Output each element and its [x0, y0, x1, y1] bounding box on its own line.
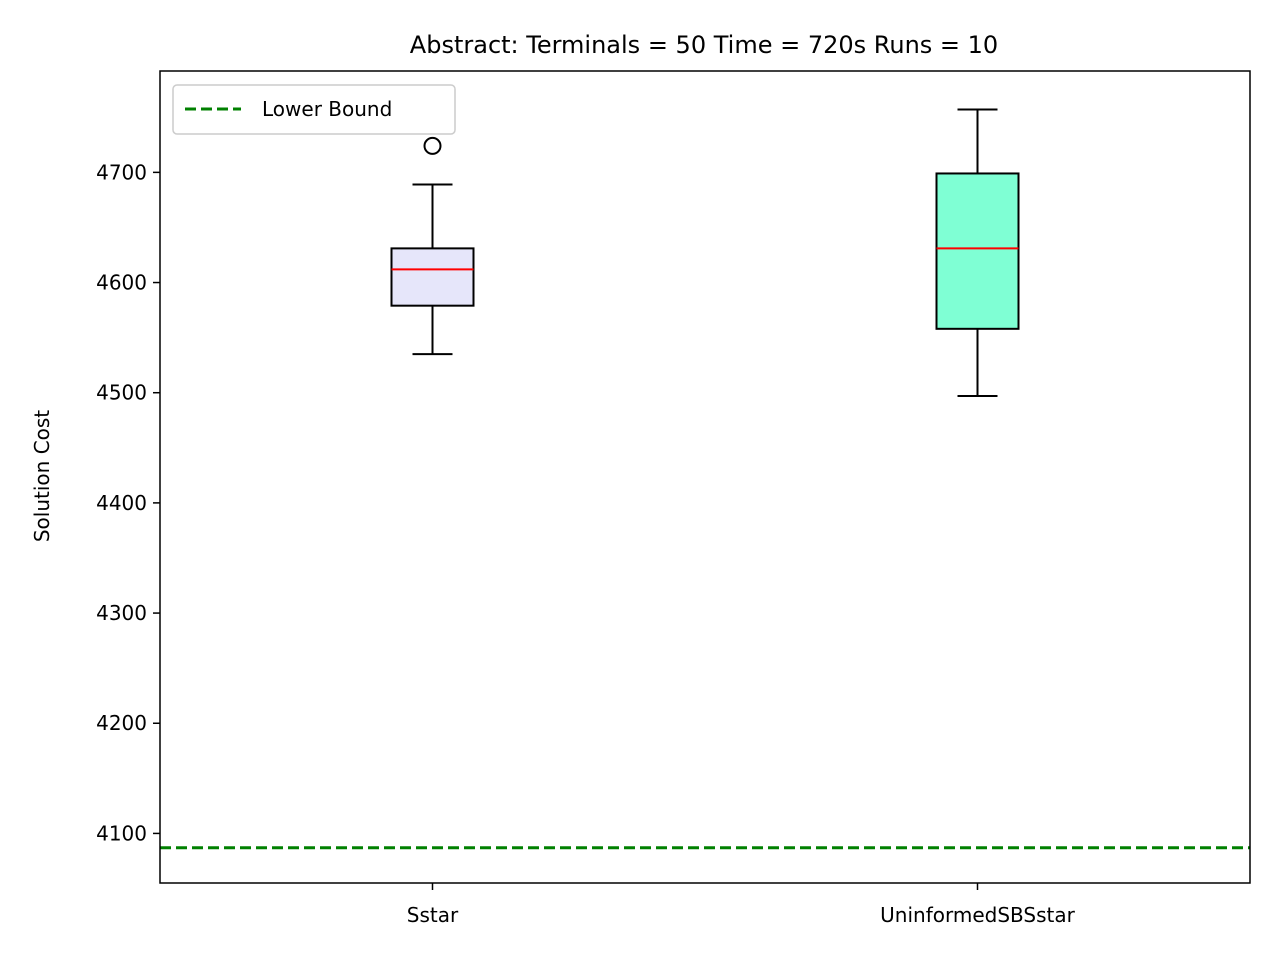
y-tick-label: 4200	[96, 711, 147, 735]
box-sstar	[390, 136, 475, 356]
y-tick-label: 4600	[96, 271, 147, 295]
box-uninformedsbsstar	[935, 108, 1020, 398]
y-tick-label: 4700	[96, 160, 147, 184]
y-tick-label: 4500	[96, 381, 147, 405]
y-axis: 4100 4200 4300 4400 4500 4600 4700	[96, 160, 160, 845]
iqr-box	[935, 172, 1020, 330]
legend-lower-bound-label: Lower Bound	[262, 97, 392, 121]
y-tick-label: 4100	[96, 821, 147, 845]
chart-title: Abstract: Terminals = 50 Time = 720s Run…	[410, 31, 998, 59]
x-tick-label: Sstar	[407, 903, 459, 927]
x-axis: Sstar UninformedSBSstar	[407, 883, 1076, 927]
y-axis-label: Solution Cost	[30, 410, 54, 542]
iqr-box	[390, 247, 475, 307]
plot-area	[160, 108, 1250, 850]
axes-frame	[159, 70, 1251, 884]
y-tick-label: 4300	[96, 601, 147, 625]
x-tick-label: UninformedSBSstar	[880, 903, 1075, 927]
legend: Lower Bound	[172, 84, 456, 135]
legend-box	[172, 84, 456, 135]
y-tick-label: 4400	[96, 491, 147, 515]
outlier-point	[423, 136, 442, 155]
